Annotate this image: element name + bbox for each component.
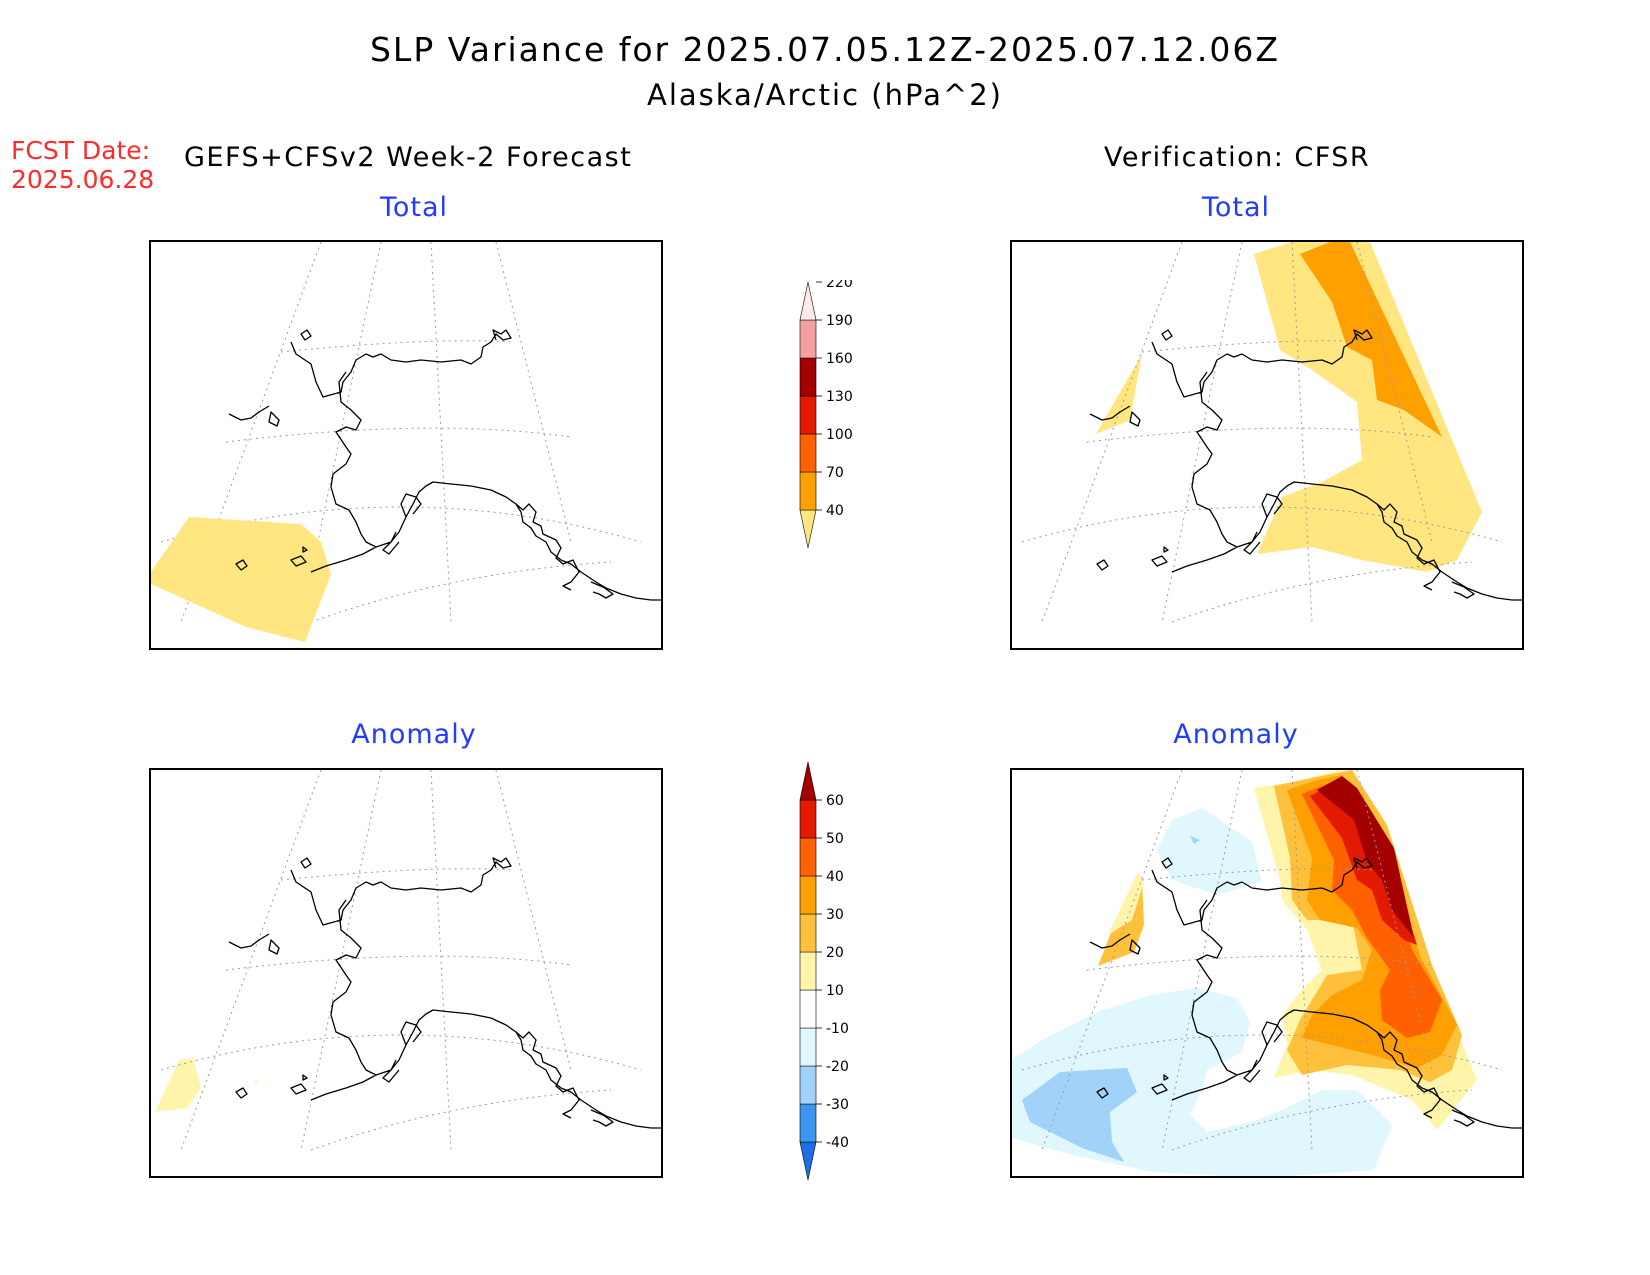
colorbar-segment [799,319,817,359]
colorbar-tick-label: 20 [826,945,844,961]
colorbar-tick-label: 70 [826,465,844,481]
colorbar-segment [799,913,817,953]
graticule-line [430,242,452,623]
shade-light-yellow [155,1058,201,1112]
shade-blue-sw [1022,1068,1137,1162]
colorbar-tick-label: 10 [826,983,844,999]
colorbar-tick-label: 30 [826,907,844,923]
coastline [1089,329,1522,601]
shade-light-yellow-2 [255,1080,259,1084]
colorbar-segment [799,951,817,991]
shade-yellow-2 [1096,354,1142,434]
colorbar-segment [799,989,817,1029]
colorbar-segment [799,761,817,801]
graticule-line [430,770,452,1151]
fcst-date: 2025.06.28 [11,165,155,194]
coastline-path [1089,329,1522,601]
graticule-line [1171,1089,1473,1151]
colorbar-tick-label: -10 [826,1021,849,1037]
colorbar-segment [799,1065,817,1105]
graticule-line [310,561,612,623]
graticule-line [225,955,572,971]
colorbar-tick-label: -30 [826,1097,849,1113]
graticule-line [160,1034,642,1071]
shade-light-blue-north [1157,808,1262,895]
shade-orange [1300,242,1442,437]
graticule-line [1171,561,1473,623]
colorbar-tick-label: 40 [826,503,844,519]
colorbar-segment [799,281,817,321]
colorbar-segment [799,875,817,915]
fcst-anomaly-map [149,768,663,1178]
colorbar-segment [799,509,817,549]
colorbar-tick-label: 160 [826,351,852,367]
graticule-line [180,770,322,1151]
colorbar-segment [799,837,817,877]
coastline [228,857,661,1129]
obs-total-label: Total [1201,192,1271,223]
graticule-line [1086,427,1433,443]
obs-anomaly-map [1010,768,1524,1178]
colorbar-tick-label: 50 [826,831,844,847]
graticule-line [225,427,572,443]
shade-dark-orange [1302,782,1442,1038]
colorbar-segment [799,1027,817,1067]
shade-dark-red [1317,776,1414,938]
shade-yellow [1254,242,1482,572]
graticule-line [280,868,512,881]
colorbar-tick-label: 40 [826,869,844,885]
colorbar-tick-label: 100 [826,427,852,443]
graticule-line [300,770,382,1151]
colorbar-tick-label: 60 [826,793,844,809]
anomaly-colorbar: -40 -30 -20 -10 10 20 30 40 50 60 [799,761,849,1181]
graticule-line [1141,868,1373,881]
verification-column-heading: Verification: CFSR [1104,142,1371,173]
graticule-line [310,1089,612,1151]
graticule-line [1041,242,1183,623]
colorbar-segment [799,357,817,397]
colorbar-tick-label: 130 [826,389,852,405]
graticule-line [1161,242,1243,623]
fcst-anomaly-label: Anomaly [351,719,477,750]
graticule-line [495,242,572,543]
total-colorbar: 40 70 100 130 160 190 220 [799,280,852,549]
coastline-path [1089,857,1522,1129]
fcst-total-label: Total [379,192,449,223]
colorbar-segment [799,799,817,839]
colorbar-segment [799,1141,817,1181]
colorbar-tick-label: 190 [826,313,852,329]
graticule [1021,242,1503,623]
graticule-line [495,770,572,1071]
colorbar-segment [799,1103,817,1143]
graticule-line [1041,770,1183,1151]
shade-light-yellow-west [1108,872,1144,935]
shade-blue-spot [1190,836,1200,844]
map-title: SLP Variance for 2025.07.05.12Z-2025.07.… [369,30,1281,69]
coastline-path [228,329,661,601]
colorbar-tick-label: 220 [826,280,852,291]
graticule-line [1086,955,1433,971]
forecast-column-heading: GEFS+CFSv2 Week-2 Forecast [184,142,633,173]
coastline [228,329,661,601]
graticule [1021,770,1503,1151]
obs-total-map [1010,240,1524,650]
graticule-line [280,340,512,353]
fcst-total-map [149,240,663,650]
colorbar-segment [799,433,817,473]
fcst-date-label: FCST Date: 2025.06.28 [11,136,154,194]
obs-anomaly-label: Anomaly [1173,719,1299,750]
shade-yellow [151,517,331,642]
coastline [1089,857,1522,1129]
graticule [160,770,642,1151]
graticule-line [1141,340,1373,353]
colorbar-segment [799,395,817,435]
coastline-path [228,857,661,1129]
colorbar-segment [799,471,817,511]
colorbar-tick-label: -20 [826,1059,849,1075]
fcst-label: FCST Date: [11,136,151,165]
colorbar-tick-label: -40 [826,1135,849,1151]
map-subtitle: Alaska/Arctic (hPa^2) [647,78,1003,112]
